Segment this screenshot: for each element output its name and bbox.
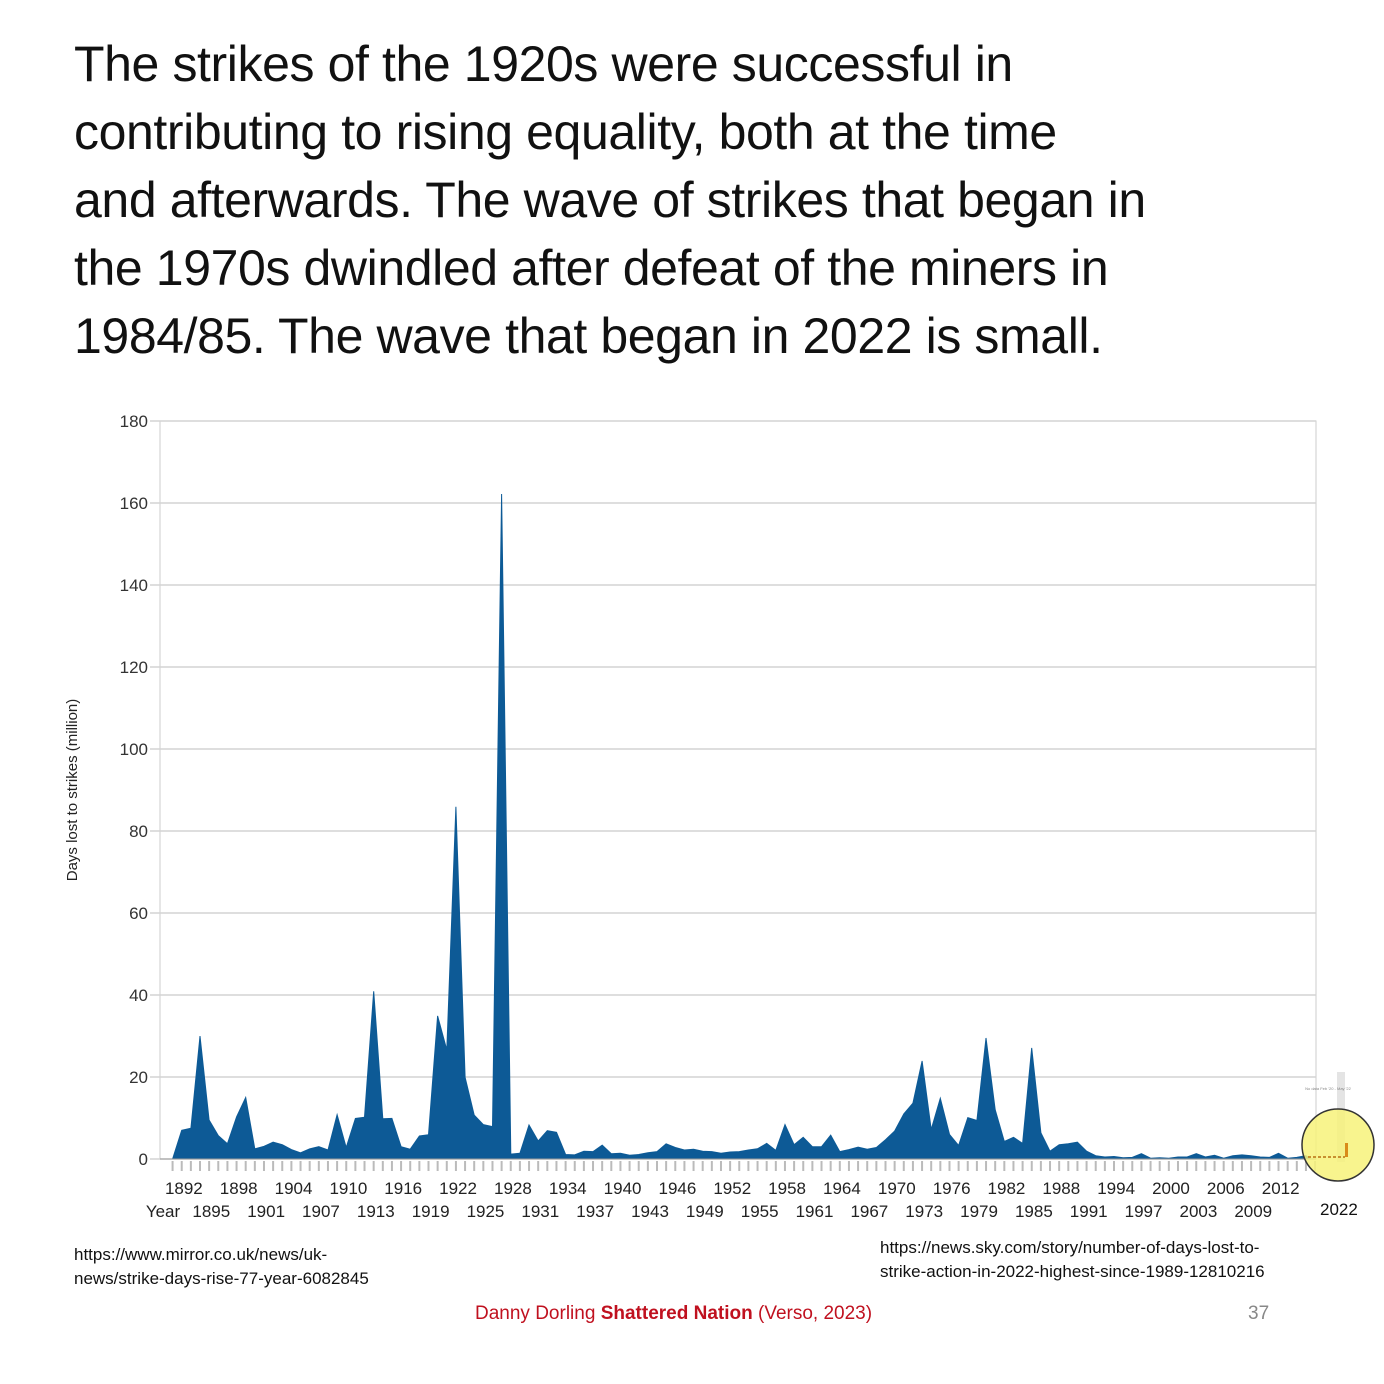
source-line[interactable]: strike-action-in-2022-highest-since-1989… (880, 1262, 1265, 1281)
x-tick-label: 1967 (850, 1202, 888, 1221)
x-tick-label: 1961 (796, 1202, 834, 1221)
title-line: the 1970s dwindled after defeat of the m… (74, 240, 1109, 296)
footer-book: Shattered Nation (600, 1303, 753, 1324)
axes: 0 20 40 60 80 100 120 140 160 180 1892 1898 1904 1910… (120, 412, 1317, 1221)
y-tick-label: 0 (139, 1150, 148, 1169)
title-line: The strikes of the 1920s were successful… (74, 36, 1013, 92)
x-tick-label: 1916 (384, 1179, 422, 1198)
area-path (171, 493, 1313, 1160)
strike-days-chart: 0 20 40 60 80 100 120 140 160 180 1892 1898 1904 1910… (64, 412, 1375, 1221)
x-tick-label: 1949 (686, 1202, 724, 1221)
x-tick-label: 2000 (1152, 1179, 1190, 1198)
source-mirror[interactable]: https://www.mirror.co.uk/news/uk- news/s… (74, 1243, 369, 1291)
inset-2022: No data Feb '20 - May '22 (1301, 1072, 1375, 1182)
inset-year-label: 2022 (1320, 1200, 1358, 1219)
inset-note: No data Feb '20 - May '22 (1305, 1086, 1352, 1091)
x-tick-label: 1988 (1042, 1179, 1080, 1198)
x-tick-label: 1985 (1015, 1202, 1053, 1221)
source-sky[interactable]: https://news.sky.com/story/number-of-day… (880, 1236, 1265, 1284)
x-tick-label: 1925 (467, 1202, 505, 1221)
x-tick-label: 1907 (302, 1202, 340, 1221)
y-tick-label: 180 (120, 412, 148, 431)
x-tick-label: 1928 (494, 1179, 532, 1198)
x-tick-label: 2012 (1262, 1179, 1300, 1198)
x-tick-label: 1931 (521, 1202, 559, 1221)
x-tick-label: 1943 (631, 1202, 669, 1221)
x-tick-label: 1919 (412, 1202, 450, 1221)
y-tick-label: 60 (129, 904, 148, 923)
x-tick-label: 1904 (275, 1179, 313, 1198)
y-tick-label: 140 (120, 576, 148, 595)
x-tick-label: 1940 (604, 1179, 642, 1198)
x-tick-label: 1982 (988, 1179, 1026, 1198)
x-tick-label: 1952 (713, 1179, 751, 1198)
x-tick-label: 1901 (247, 1202, 285, 1221)
x-tick-label: 1922 (439, 1179, 477, 1198)
source-line[interactable]: https://news.sky.com/story/number-of-day… (880, 1238, 1260, 1257)
y-tick-label: 160 (120, 494, 148, 513)
grid (150, 420, 1317, 1160)
title-line: 1984/85. The wave that began in 2022 is … (74, 308, 1103, 364)
source-line[interactable]: news/strike-days-rise-77-year-6082845 (74, 1269, 369, 1288)
highlight-circle (1301, 1108, 1375, 1182)
inset-bar-2022 (1345, 1143, 1348, 1157)
footer-publisher: (Verso, 2023) (758, 1303, 873, 1324)
page-number: 37 (1248, 1303, 1270, 1324)
x-tick-label: 1946 (659, 1179, 697, 1198)
y-tick-label: 80 (129, 822, 148, 841)
y-tick-label: 20 (129, 1068, 148, 1087)
y-tick-label: 40 (129, 986, 148, 1005)
x-tick-label: 1994 (1097, 1179, 1135, 1198)
title-line: contributing to rising equality, both at… (74, 104, 1057, 160)
x-tick-label: 1970 (878, 1179, 916, 1198)
footer-author: Danny Dorling (475, 1303, 596, 1324)
x-tick-label: 1895 (192, 1202, 230, 1221)
x-tick-label: 1934 (549, 1179, 587, 1198)
x-tick-label: 1991 (1070, 1202, 1108, 1221)
x-tick-label: 1964 (823, 1179, 861, 1198)
x-tick-label: 2006 (1207, 1179, 1245, 1198)
x-tick-label: 1913 (357, 1202, 395, 1221)
x-tick-label: 1937 (576, 1202, 614, 1221)
x-tick-label: 1892 (165, 1179, 203, 1198)
plot-frame (159, 420, 1317, 1160)
slide-title: The strikes of the 1920s were successful… (74, 30, 1146, 370)
x-tick-label: 1976 (933, 1179, 971, 1198)
y-tick-label: 100 (120, 740, 148, 759)
x-tick-label: 1973 (905, 1202, 943, 1221)
title-line: and afterwards. The wave of strikes that… (74, 172, 1146, 228)
x-tick-label: 1910 (329, 1179, 367, 1198)
source-line[interactable]: https://www.mirror.co.uk/news/uk- (74, 1245, 328, 1264)
x-tick-label: 1898 (220, 1179, 258, 1198)
y-axis-label: Days lost to strikes (million) (64, 699, 81, 882)
x-tick-label: 2003 (1179, 1202, 1217, 1221)
x-tick-label: 1997 (1125, 1202, 1163, 1221)
x-axis-label: Year (146, 1202, 181, 1221)
x-tick-label: 1979 (960, 1202, 998, 1221)
x-tick-label: 1955 (741, 1202, 779, 1221)
footer-citation: Danny Dorling Shattered Nation (Verso, 2… (475, 1303, 872, 1325)
x-tick-label: 2009 (1234, 1202, 1272, 1221)
area-series (171, 493, 1313, 1160)
x-tick-label: 1958 (768, 1179, 806, 1198)
y-tick-label: 120 (120, 658, 148, 677)
